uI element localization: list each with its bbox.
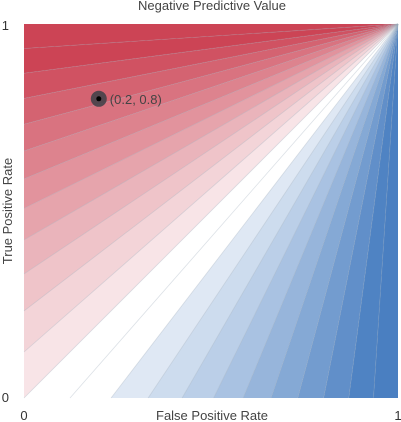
contour-boundary-11 xyxy=(69,23,399,399)
contour-boundary-2 xyxy=(348,23,399,399)
contour-boundary-3 xyxy=(323,23,399,399)
contour-band-23 xyxy=(24,24,398,49)
contour-band-2 xyxy=(323,24,398,398)
contour-boundary-5 xyxy=(270,23,399,399)
contour-band-14 xyxy=(24,24,398,311)
contour-band-17 xyxy=(24,24,398,209)
contour-band-20 xyxy=(24,24,398,125)
contour-boundary-10 xyxy=(110,23,399,399)
contour-boundary-21 xyxy=(23,23,399,99)
contour-band-15 xyxy=(24,24,398,274)
contour-band-7 xyxy=(182,24,398,398)
contour-bands xyxy=(24,24,398,398)
contour-band-18 xyxy=(24,24,398,179)
contour-band-22 xyxy=(24,24,398,74)
contour-band-19 xyxy=(24,24,398,151)
contour-boundary-6 xyxy=(242,23,399,399)
marker-layer: (0.2, 0.8) xyxy=(90,90,162,107)
marker-label: (0.2, 0.8) xyxy=(110,92,162,107)
y-tick-label-top: 1 xyxy=(2,18,9,33)
contour-band-16 xyxy=(24,24,398,240)
y-tick-label-bottom: 0 xyxy=(2,390,9,405)
contour-boundary-1 xyxy=(373,23,399,399)
contour-band-21 xyxy=(24,24,398,99)
contour-band-13 xyxy=(24,24,398,352)
x-axis-label: False Positive Rate xyxy=(156,408,268,422)
contour-boundary-15 xyxy=(23,23,399,275)
contour-boundary-8 xyxy=(181,23,399,399)
x-tick-label-left: 0 xyxy=(20,408,27,422)
contour-boundary-22 xyxy=(23,23,399,74)
contour-boundary-17 xyxy=(23,23,399,209)
contour-boundary-7 xyxy=(213,23,399,399)
contour-boundary-23 xyxy=(23,23,399,49)
contour-boundary-19 xyxy=(23,23,399,152)
contour-boundary-16 xyxy=(23,23,399,241)
y-axis-label: True Positive Rate xyxy=(0,158,15,264)
contour-boundary-20 xyxy=(23,23,399,125)
contour-band-12 xyxy=(24,24,398,398)
marker-point[interactable] xyxy=(96,96,102,102)
contour-boundary-12 xyxy=(23,23,399,399)
chart-title: Negative Predictive Value xyxy=(138,0,286,13)
contour-boundary-13 xyxy=(23,23,399,353)
contour-boundaries xyxy=(23,23,399,399)
x-tick-label-right: 1 xyxy=(394,408,401,422)
contour-boundary-4 xyxy=(297,23,399,399)
contour-boundary-9 xyxy=(147,23,399,399)
contour-boundary-14 xyxy=(23,23,399,312)
contour-boundary-18 xyxy=(23,23,399,180)
